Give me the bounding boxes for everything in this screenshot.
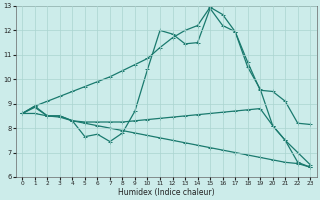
X-axis label: Humidex (Indice chaleur): Humidex (Indice chaleur) [118, 188, 215, 197]
